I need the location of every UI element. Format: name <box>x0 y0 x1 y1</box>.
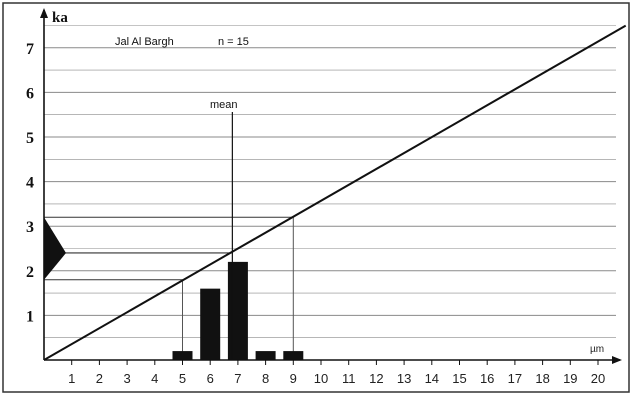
x-axis-unit: µm <box>590 344 604 355</box>
x-tick-label: 7 <box>234 371 241 386</box>
histogram-bar <box>172 351 193 360</box>
histogram-bar <box>283 351 304 360</box>
age-range-guides <box>44 216 294 360</box>
y-tick-label: 7 <box>26 41 34 58</box>
chart-title: Jal Al Bargh <box>115 36 174 48</box>
age-range-marker <box>44 217 66 280</box>
y-tick-label: 2 <box>26 264 34 281</box>
x-tick-label: 1 <box>68 371 75 386</box>
calibration-line-group <box>43 24 627 361</box>
calibration-line <box>43 24 627 361</box>
x-tick-label: 11 <box>342 371 356 386</box>
x-tick-label: 12 <box>369 371 383 386</box>
x-tick-label: 20 <box>591 371 605 386</box>
x-tick-label: 10 <box>314 371 328 386</box>
x-tick-label: 5 <box>179 371 186 386</box>
x-tick-label: 18 <box>535 371 549 386</box>
gridlines <box>44 25 616 339</box>
x-axis-arrow <box>612 356 622 364</box>
axes <box>40 8 622 365</box>
y-tick-label: 6 <box>26 85 34 102</box>
x-tick-label: 19 <box>563 371 577 386</box>
x-tick-label: 9 <box>290 371 297 386</box>
mean-label: mean <box>210 99 238 111</box>
x-tick-label: 3 <box>123 371 130 386</box>
histogram-bar <box>200 288 221 360</box>
histogram-bars <box>172 261 304 360</box>
x-tick-label: 4 <box>151 371 158 386</box>
x-tick-label: 2 <box>96 371 103 386</box>
x-tick-label: 15 <box>452 371 466 386</box>
histogram-bar <box>227 261 248 360</box>
y-tick-label: 3 <box>26 219 34 236</box>
y-axis-label: ka <box>52 10 68 26</box>
x-tick-label: 13 <box>397 371 411 386</box>
x-tick-label: 6 <box>207 371 214 386</box>
y-tick-label: 5 <box>26 130 34 147</box>
x-tick-label: 14 <box>425 371 439 386</box>
x-tick-label: 17 <box>508 371 522 386</box>
y-tick-label: 4 <box>26 175 34 192</box>
sample-count: n = 15 <box>218 36 249 48</box>
y-tick-label: 1 <box>26 308 34 325</box>
histogram-bar <box>255 351 276 360</box>
x-tick-label: 8 <box>262 371 269 386</box>
x-tick-label: 16 <box>480 371 494 386</box>
y-axis-arrow <box>40 8 48 18</box>
